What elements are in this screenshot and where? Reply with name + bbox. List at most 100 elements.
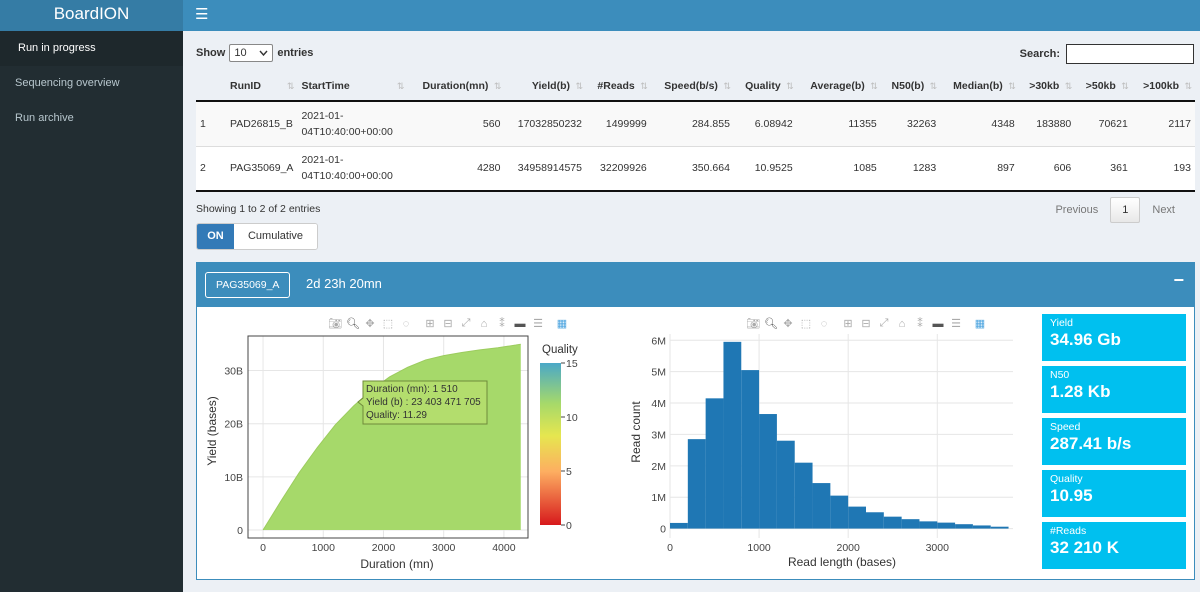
autoscale-icon[interactable]: ⤢	[879, 317, 889, 329]
histogram-x-tick-label: 2000	[837, 542, 861, 554]
toggle-cumulative-button[interactable]: Cumulative	[234, 224, 317, 249]
histogram-bar	[866, 512, 884, 529]
read-length-histogram[interactable]: 0 1000 2000 3000 0 1M 2M 3M 4M 5M 6M Read length (…	[628, 330, 1013, 580]
cell-median: 4348	[940, 101, 1019, 147]
stat-tile-speed: Speed 287.41 b/s	[1042, 418, 1186, 465]
yield-area-group	[262, 343, 521, 531]
stat-label: #Reads	[1050, 525, 1087, 537]
histogram-y-tick-label: 5M	[651, 367, 666, 379]
column-header-quality[interactable]: Quality	[733, 72, 797, 102]
yield-x-tick-label: 1000	[312, 542, 336, 554]
search-input[interactable]	[1066, 44, 1194, 64]
sidebar-item-run-in-progress[interactable]: Run in progress	[0, 31, 183, 66]
column-header-median[interactable]: Median(b)	[940, 72, 1019, 102]
quality-colorbar	[540, 363, 561, 525]
cell-50kb: 361	[1075, 146, 1132, 192]
table-row[interactable]: 1 PAD26815_B 2021-01- 04T10:40:00+00:00 5…	[196, 101, 1195, 147]
entries-select-value: 10	[234, 47, 247, 59]
lasso-icon[interactable]: ◌	[820, 317, 828, 330]
histogram-y-tick-label: 1M	[651, 492, 666, 504]
column-header-reads[interactable]: #Reads	[586, 72, 651, 102]
stat-tiles: Yield 34.96 Gb N50 1.28 Kb Speed 287.41 …	[1042, 314, 1186, 574]
table-row[interactable]: 2 PAG35069_A 2021-01- 04T10:40:00+00:00 4…	[196, 146, 1195, 192]
hover-compare-icon[interactable]: ☰	[951, 318, 961, 330]
yield-line	[262, 343, 521, 531]
yield-chart[interactable]: 0 1000 2000 3000 4000 0 10B 20B 30B 0 5 10 15 Quali…	[200, 330, 600, 580]
next-page-button[interactable]: Next	[1152, 204, 1175, 216]
stat-tile-reads: #Reads 32 210 K	[1042, 522, 1186, 569]
column-header-runid[interactable]: RunID	[226, 72, 298, 102]
camera-icon[interactable]: 📷︎	[746, 318, 760, 330]
column-header-average[interactable]: Average(b)	[796, 72, 881, 102]
box-select-icon[interactable]: ⬚	[382, 318, 394, 330]
hamburger-icon[interactable]: ☰	[195, 6, 209, 23]
spike-icon[interactable]: ⁑	[917, 318, 923, 330]
camera-icon[interactable]: 📷︎	[328, 318, 342, 330]
table-info: Showing 1 to 2 of 2 entries	[196, 203, 321, 215]
yield-area	[263, 344, 521, 531]
histogram-bar	[670, 522, 688, 529]
chevron-down-icon	[259, 50, 268, 56]
hover-compare-icon[interactable]: ☰	[533, 318, 543, 330]
histogram-bar	[937, 522, 956, 529]
colorbar-tick-label: 15	[566, 358, 578, 370]
stat-tile-yield: Yield 34.96 Gb	[1042, 314, 1186, 361]
hover-closest-icon[interactable]: ▬	[514, 317, 526, 330]
show-label: Show	[196, 47, 226, 59]
stat-tile-n50: N50 1.28 Kb	[1042, 366, 1186, 413]
pan-icon[interactable]: ✥	[365, 318, 375, 330]
zoom-icon[interactable]: 🔍︎	[346, 318, 360, 330]
column-header-index	[196, 72, 226, 102]
column-header-yield[interactable]: Yield(b)	[504, 72, 586, 102]
column-header-100kb[interactable]: >100kb	[1131, 72, 1195, 102]
cell-30kb: 183880	[1018, 101, 1076, 147]
previous-page-button[interactable]: Previous	[1055, 204, 1099, 216]
page-1-button[interactable]: 1	[1110, 197, 1141, 223]
cell-50kb: 70621	[1075, 101, 1132, 147]
histogram-y-tick-label: 0	[660, 524, 666, 536]
histogram-bar	[759, 414, 777, 529]
hover-closest-icon[interactable]: ▬	[932, 317, 944, 330]
column-header-speed[interactable]: Speed(b/s)	[650, 72, 734, 102]
app-logo[interactable]: BoardION	[0, 0, 183, 31]
sidebar-item-run-archive[interactable]: Run archive	[15, 112, 74, 124]
column-header-duration[interactable]: Duration(mn)	[407, 72, 505, 102]
entries-select[interactable]: 10	[229, 44, 274, 62]
zoom-out-icon[interactable]: ⊟	[861, 318, 871, 330]
pan-icon[interactable]: ✥	[783, 318, 793, 330]
modebar-yield-plot: 📷︎ 🔍︎ ✥ ⬚ ◌ ⊞ ⊟ ⤢ ⌂ ⁑ ▬ ☰ ▦	[328, 317, 568, 330]
histogram-bar	[955, 524, 973, 529]
zoom-in-icon[interactable]: ⊞	[843, 318, 853, 330]
plotly-logo-icon[interactable]: ▦	[974, 318, 986, 330]
autoscale-icon[interactable]: ⤢	[461, 317, 471, 329]
histogram-bar	[883, 516, 902, 529]
column-header-starttime[interactable]: StartTime	[297, 72, 408, 102]
toggle-on-button[interactable]: ON	[197, 224, 234, 249]
lasso-icon[interactable]: ◌	[402, 317, 410, 330]
yield-y-axis-label: Yield (bases)	[205, 396, 219, 466]
histogram-x-axis-label: Read length (bases)	[788, 555, 896, 569]
starttime-line1: 2021-01-	[301, 154, 344, 167]
histogram-bar	[901, 519, 920, 529]
plotly-logo-icon[interactable]: ▦	[556, 318, 568, 330]
cell-speed: 350.664	[650, 146, 734, 192]
hover-tooltip: Duration (mn): 1 510 Yield (b) : 23 403 …	[357, 380, 488, 425]
column-header-30kb[interactable]: >30kb	[1018, 72, 1076, 102]
sidebar-item-sequencing-overview[interactable]: Sequencing overview	[15, 77, 120, 89]
box-select-icon[interactable]: ⬚	[800, 318, 812, 330]
histogram-axes: 0 1000 2000 3000 0 1M 2M 3M 4M 5M 6M	[651, 335, 949, 554]
cell-runid: PAD26815_B	[226, 101, 298, 147]
collapse-button[interactable]: −	[1173, 270, 1184, 290]
reset-icon[interactable]: ⌂	[480, 317, 488, 330]
column-header-n50[interactable]: N50(b)	[880, 72, 941, 102]
run-id-button[interactable]: PAG35069_A	[205, 272, 291, 298]
zoom-in-icon[interactable]: ⊞	[425, 318, 435, 330]
zoom-out-icon[interactable]: ⊟	[443, 318, 453, 330]
cell-average: 1085	[796, 146, 881, 192]
column-header-50kb[interactable]: >50kb	[1075, 72, 1132, 102]
reset-icon[interactable]: ⌂	[898, 317, 906, 330]
starttime-line1: 2021-01-	[301, 109, 344, 122]
spike-icon[interactable]: ⁑	[499, 318, 505, 330]
zoom-icon[interactable]: 🔍︎	[764, 318, 778, 330]
histogram-bar	[723, 341, 742, 529]
